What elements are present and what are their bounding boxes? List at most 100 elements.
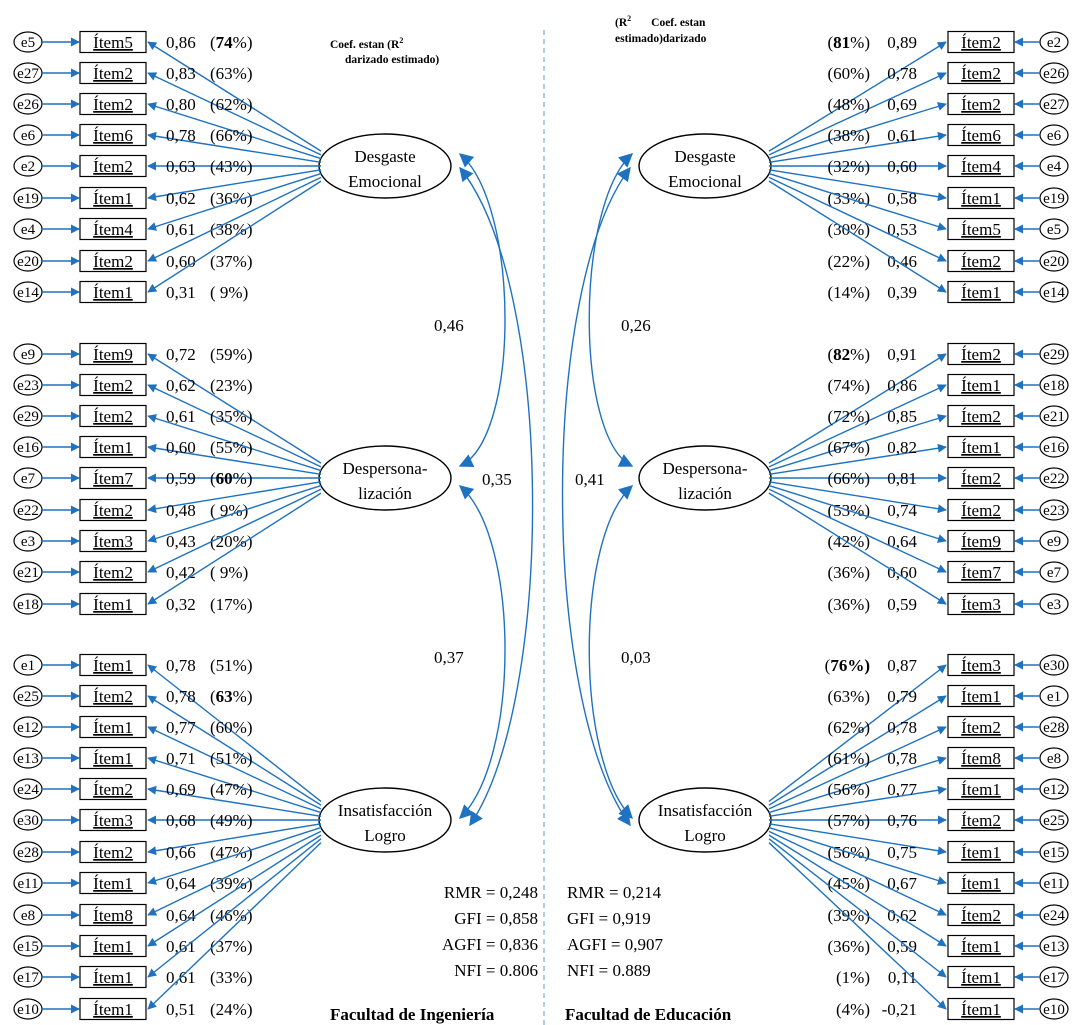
loading-coef: 0,60 <box>166 252 196 271</box>
item-label: Ítem1 <box>961 376 1001 395</box>
loading-arrow <box>147 834 322 947</box>
left-indicator-row: e14 Ítem1 0,31 ( 9%) <box>13 180 322 304</box>
item-box <box>947 808 1015 832</box>
right-fit-gfi: GFI = 0,919 <box>567 909 651 928</box>
item-label: Ítem9 <box>93 345 133 364</box>
left-corr-curve-dp-il <box>458 485 506 819</box>
loading-arrow <box>768 834 947 947</box>
error-term-label: e12 <box>17 720 39 736</box>
item-label: Ítem5 <box>961 220 1001 239</box>
error-term-label: e27 <box>1043 97 1065 113</box>
item-box <box>947 123 1015 147</box>
loading-arrow <box>768 695 947 806</box>
loading-coef: 0,61 <box>166 937 196 956</box>
loading-arrow <box>768 102 947 160</box>
item-box <box>79 30 147 54</box>
item-label: Ítem9 <box>961 532 1001 551</box>
left-faculty: Facultad de Ingeniería <box>330 1005 495 1024</box>
right-header-line1: (R2 Coef. estan <box>615 14 706 29</box>
item-box <box>947 965 1015 989</box>
item-label: Ítem4 <box>961 157 1001 176</box>
error-term-label: e11 <box>17 876 38 892</box>
loading-coef: 0,78 <box>166 126 196 145</box>
loading-coef: 0,85 <box>887 407 917 426</box>
r2-value: (66%) <box>828 469 870 488</box>
item-box <box>79 934 147 958</box>
item-label: Ítem6 <box>961 126 1001 145</box>
loading-coef: 0,87 <box>887 656 917 675</box>
right-indicator-row: e7 Ítem7 0,60 (36%) <box>768 488 1069 584</box>
r2-value: (36%) <box>828 563 870 582</box>
item-box <box>947 373 1015 397</box>
loading-arrow <box>147 492 322 605</box>
r2-value: (66%) <box>210 126 252 145</box>
item-box <box>79 342 147 366</box>
r2-value: (74%) <box>210 33 253 52</box>
loading-coef: 0,60 <box>166 438 196 457</box>
loading-coef: 0,62 <box>166 189 196 208</box>
loading-arrow <box>147 72 322 156</box>
loading-arrow <box>147 826 322 885</box>
item-label: Ítem2 <box>93 157 133 176</box>
item-label: Ítem2 <box>93 501 133 520</box>
loading-coef: 0,83 <box>166 64 196 83</box>
item-label: Ítem2 <box>93 376 133 395</box>
item-label: Ítem1 <box>961 438 1001 457</box>
r2-value: (33%) <box>210 968 252 987</box>
item-label: Ítem1 <box>93 595 133 614</box>
right-header-line2: estimado)darizado <box>615 33 707 45</box>
loading-coef: 0,72 <box>166 345 196 364</box>
right-corr-dp-il: 0,03 <box>621 648 651 667</box>
loading-coef: 0,59 <box>166 469 196 488</box>
loading-arrow <box>768 481 947 514</box>
item-label: Ítem1 <box>93 189 133 208</box>
loading-coef: 0,51 <box>166 1000 196 1019</box>
left-indicator-row: e24 Ítem2 0,69 (47%) <box>13 777 322 817</box>
left-indicator-row: e17 Ítem1 0,61 (33%) <box>13 838 322 989</box>
loading-coef: 0,61 <box>887 126 917 145</box>
item-label: Ítem2 <box>961 95 1001 114</box>
item-box <box>947 249 1015 273</box>
item-box <box>947 466 1015 490</box>
loading-arrow <box>147 488 322 573</box>
r2-value: (60%) <box>210 469 253 488</box>
r2-value: (37%) <box>210 252 252 271</box>
error-term-label: e25 <box>1043 813 1065 829</box>
loading-arrow <box>147 180 322 293</box>
r2-value: (48%) <box>828 95 870 114</box>
left-indicator-row: e9 Ítem9 0,72 (59%) <box>13 342 322 464</box>
item-box <box>79 154 147 178</box>
error-term-label: e5 <box>1047 222 1061 238</box>
item-box <box>79 808 147 832</box>
right-indicator-row: e10 Ítem1 -0,21 (4%) <box>768 842 1069 1021</box>
right-indicator-row: e24 Ítem2 0,62 (39%) <box>768 830 1069 927</box>
item-label: Ítem3 <box>93 532 133 551</box>
item-label: Ítem7 <box>93 469 133 488</box>
item-label: Ítem1 <box>93 438 133 457</box>
r2-value: (39%) <box>210 874 252 893</box>
loading-arrow <box>147 664 322 802</box>
r2-value: (24%) <box>210 1000 252 1019</box>
loading-coef: 0,69 <box>887 95 917 114</box>
loading-arrow <box>768 826 947 885</box>
item-label: Ítem1 <box>961 968 1001 987</box>
r2-value: (57%) <box>828 811 870 830</box>
loading-coef: 0,59 <box>887 937 917 956</box>
r2-value: (51%) <box>210 656 252 675</box>
right-indicator-row: e25 Ítem2 0,76 (57%) <box>769 808 1069 832</box>
loading-coef: -0,21 <box>882 1000 917 1019</box>
item-box <box>947 777 1015 801</box>
item-box <box>947 560 1015 584</box>
r2-value: (72%) <box>828 407 870 426</box>
r2-value: (62%) <box>828 718 870 737</box>
error-term-label: e30 <box>17 813 39 829</box>
r2-value: (42%) <box>828 532 870 551</box>
left-fit-gfi: GFI = 0,858 <box>454 909 538 928</box>
loading-arrow <box>768 443 947 475</box>
item-box <box>79 404 147 428</box>
item-box <box>79 217 147 241</box>
left-indicator-row: e2 Ítem2 0,63 (43%) <box>13 154 321 178</box>
loading-coef: 0,11 <box>888 968 917 987</box>
